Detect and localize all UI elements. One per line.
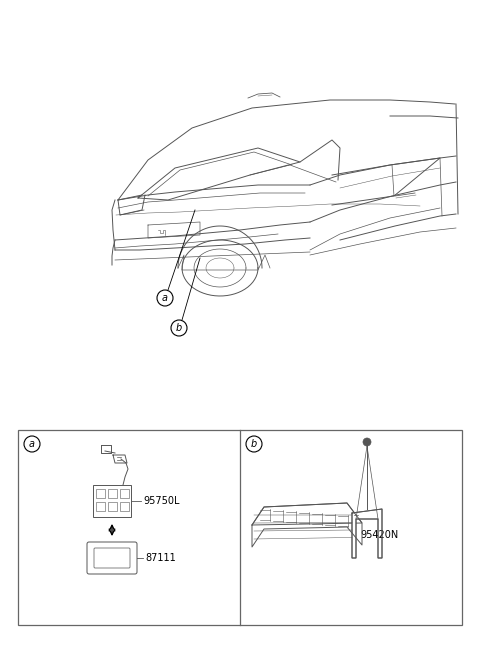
Text: a: a: [29, 439, 35, 449]
Text: 87111: 87111: [145, 553, 176, 563]
Text: a: a: [162, 293, 168, 303]
Circle shape: [363, 438, 371, 446]
Bar: [108, 489, 117, 498]
Polygon shape: [252, 523, 362, 547]
FancyBboxPatch shape: [94, 548, 130, 568]
Bar: [108, 502, 117, 511]
Circle shape: [171, 320, 187, 336]
Polygon shape: [252, 503, 362, 525]
Circle shape: [24, 436, 40, 452]
Circle shape: [246, 436, 262, 452]
FancyBboxPatch shape: [87, 542, 137, 574]
Text: b: b: [251, 439, 257, 449]
Bar: [96, 489, 105, 498]
Text: b: b: [176, 323, 182, 333]
Polygon shape: [352, 509, 382, 558]
Bar: [93, 485, 131, 517]
Polygon shape: [252, 503, 362, 525]
Bar: [120, 489, 129, 498]
Bar: [18, 430, 462, 625]
Text: 95420N: 95420N: [360, 530, 398, 540]
Text: 95750L: 95750L: [143, 496, 180, 506]
Bar: [120, 502, 129, 511]
Bar: [96, 502, 105, 511]
Circle shape: [157, 290, 173, 306]
